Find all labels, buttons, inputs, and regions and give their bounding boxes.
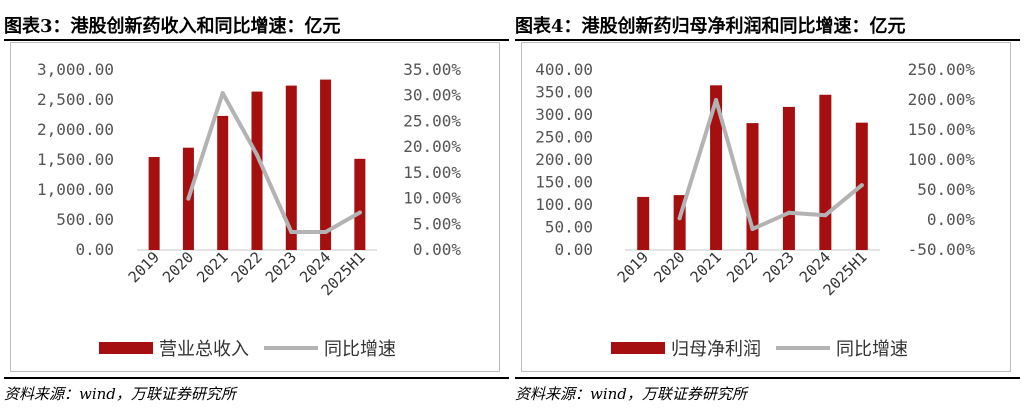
y-left-tick-label: 500.00 bbox=[56, 210, 114, 229]
growth-point-2022 bbox=[255, 152, 259, 157]
x-tick-label: 2021 bbox=[687, 248, 725, 286]
bar-2023 bbox=[782, 106, 795, 251]
growth-point-2020 bbox=[677, 216, 682, 221]
y-right-tick-label: 100.00% bbox=[908, 150, 976, 169]
x-tick-label: 2019 bbox=[125, 248, 163, 286]
y-left-tick-label: 0.00 bbox=[554, 240, 593, 259]
bar-2021 bbox=[710, 85, 723, 250]
legend-bar-label: 归母净利润 bbox=[671, 339, 761, 360]
y-right-tick-label: 0.00% bbox=[927, 210, 976, 229]
y-left-tick-label: 50.00 bbox=[545, 218, 593, 237]
y-right-tick-label: 150.00% bbox=[908, 120, 976, 139]
growth-point-2025H1 bbox=[357, 210, 362, 215]
chart-panel-net-profit: 图表4：港股创新药归母净利润和同比增速：亿元 0.00 50.00 100.00 15… bbox=[515, 0, 1020, 415]
x-tick-label: 2023 bbox=[262, 248, 300, 286]
y-right-tick-label: 30.00% bbox=[403, 86, 461, 105]
y-left-tick-label: 2,500.00 bbox=[37, 90, 114, 109]
y-left-tick-label: 250.00 bbox=[535, 128, 593, 147]
growth-point-2021 bbox=[714, 98, 719, 102]
x-tick-label: 2020 bbox=[650, 248, 688, 286]
bar-2022 bbox=[251, 91, 263, 250]
growth-point-2025H1 bbox=[859, 183, 864, 188]
x-tick-label: 2023 bbox=[759, 248, 797, 286]
x-tick-label: 2022 bbox=[723, 248, 761, 286]
y-left-tick-label: 1,000.00 bbox=[37, 180, 114, 199]
y-right-tick-label: 20.00% bbox=[403, 137, 461, 156]
legend-line-label: 同比增速 bbox=[836, 339, 908, 360]
growth-line bbox=[186, 91, 362, 234]
growth-point-2024 bbox=[823, 213, 828, 218]
y-right-tick-label: 25.00% bbox=[403, 111, 461, 130]
bar-2021 bbox=[217, 115, 229, 251]
legend-bar-swatch bbox=[611, 342, 665, 354]
y-right-tick-label: -50.00% bbox=[908, 240, 976, 259]
growth-point-2020 bbox=[186, 196, 191, 201]
net-profit-chart: 0.00 50.00 100.00 150.00 200.00 250.00 300.00 3… bbox=[535, 60, 976, 360]
y-left-tick-label: 200.00 bbox=[535, 150, 593, 169]
y-right-tick-label: 0.00% bbox=[413, 240, 462, 259]
chart-title: 图表4：港股创新药归母净利润和同比增速：亿元 bbox=[515, 16, 906, 37]
y-right-tick-label: 5.00% bbox=[413, 214, 462, 233]
legend-line-label: 同比增速 bbox=[324, 339, 396, 360]
y-left-tick-label: 350.00 bbox=[535, 83, 593, 102]
y-right-tick-label: 35.00% bbox=[403, 60, 461, 79]
chart-title: 图表3：港股创新药收入和同比增速：亿元 bbox=[4, 16, 341, 37]
legend-bar-label: 营业总收入 bbox=[159, 339, 249, 360]
x-tick-label: 2020 bbox=[159, 248, 197, 286]
chart-panel-revenue: 图表3：港股创新药收入和同比增速：亿元 0.00 500.00 1,000.00 1,… bbox=[4, 0, 509, 415]
growth-point-2024 bbox=[323, 230, 328, 234]
y-left-tick-label: 0.00 bbox=[75, 240, 114, 259]
x-tick-label: 2021 bbox=[193, 248, 231, 286]
x-tick-label: 2022 bbox=[228, 248, 266, 286]
bar-2019 bbox=[637, 196, 650, 250]
bar-2024 bbox=[819, 94, 832, 250]
revenue-chart: 0.00 500.00 1,000.00 1,500.00 2,000.00 2,500.… bbox=[37, 60, 462, 360]
bar-2019 bbox=[148, 157, 160, 250]
title-rule bbox=[4, 39, 509, 41]
y-right-tick-label: 200.00% bbox=[908, 90, 976, 109]
bar-2023 bbox=[285, 85, 297, 250]
y-left-tick-label: 1,500.00 bbox=[37, 150, 114, 169]
y-right-tick-label: 250.00% bbox=[908, 60, 976, 79]
growth-point-2021 bbox=[220, 91, 225, 96]
y-right-tick-label: 10.00% bbox=[403, 189, 461, 208]
growth-point-2022 bbox=[750, 227, 755, 231]
source-rule bbox=[515, 377, 1020, 379]
chart-frame bbox=[10, 42, 500, 372]
y-left-tick-label: 3,000.00 bbox=[37, 60, 114, 79]
y-left-tick-label: 400.00 bbox=[535, 60, 593, 79]
bar-2025H1 bbox=[354, 158, 366, 250]
growth-line bbox=[677, 98, 864, 231]
y-left-tick-label: 100.00 bbox=[535, 195, 593, 214]
x-tick-label: 2019 bbox=[614, 248, 652, 286]
y-left-tick-label: 2,000.00 bbox=[37, 120, 114, 139]
source-note: 资料来源：wind，万联证券研究所 bbox=[4, 385, 236, 403]
source-note: 资料来源：wind，万联证券研究所 bbox=[515, 385, 747, 403]
y-right-tick-label: 50.00% bbox=[917, 180, 975, 199]
bar-2024 bbox=[320, 79, 332, 250]
growth-point-2023 bbox=[289, 230, 294, 234]
y-right-tick-label: 15.00% bbox=[403, 163, 461, 182]
legend-bar-swatch bbox=[99, 342, 153, 354]
y-left-tick-label: 150.00 bbox=[535, 173, 593, 192]
chart-frame bbox=[521, 42, 1011, 372]
y-left-tick-label: 300.00 bbox=[535, 105, 593, 124]
title-rule bbox=[515, 39, 1020, 41]
growth-point-2023 bbox=[786, 210, 791, 215]
source-rule bbox=[4, 377, 509, 379]
